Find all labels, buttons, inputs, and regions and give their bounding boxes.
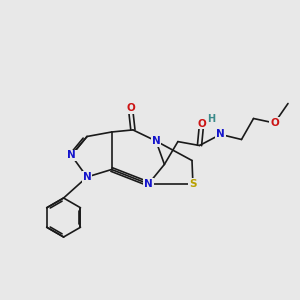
- Text: N: N: [67, 150, 76, 161]
- Text: N: N: [82, 172, 91, 182]
- Text: O: O: [197, 118, 206, 129]
- Text: H: H: [207, 114, 216, 124]
- Text: N: N: [144, 179, 153, 189]
- Text: O: O: [270, 118, 279, 128]
- Text: N: N: [216, 129, 225, 140]
- Text: S: S: [189, 179, 197, 189]
- Text: N: N: [152, 136, 160, 146]
- Text: O: O: [126, 103, 135, 113]
